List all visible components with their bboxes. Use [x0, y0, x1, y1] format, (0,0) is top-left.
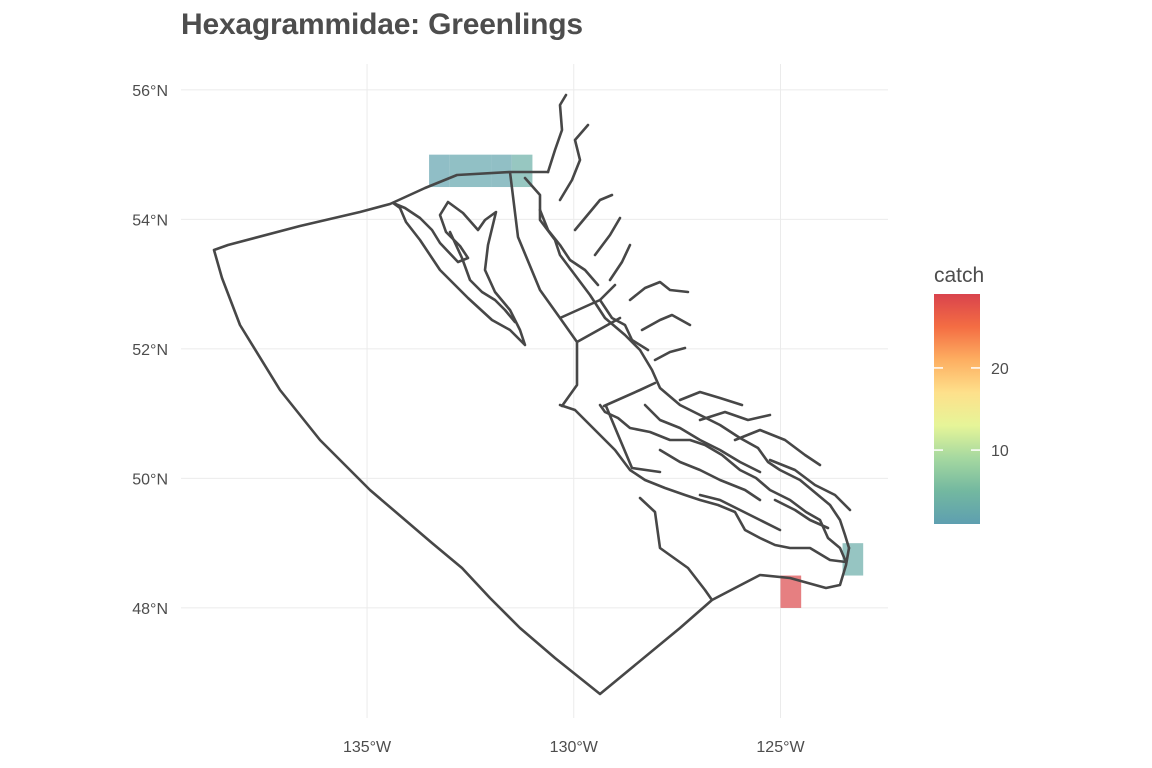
- catch-legend: catch 10 20: [934, 264, 1009, 524]
- y-tick-label: 56°N: [132, 83, 168, 100]
- catch-cell: [491, 154, 512, 188]
- x-tick-label: 125°W: [756, 739, 805, 756]
- legend-tick-label: 20: [991, 361, 1009, 378]
- y-tick-label: 48°N: [132, 601, 168, 618]
- x-axis-tick-labels: 135°W 130°W 125°W: [343, 739, 806, 756]
- y-tick-label: 50°N: [132, 471, 168, 488]
- coastline-outline: [212, 93, 852, 696]
- map-gridlines: [181, 64, 888, 718]
- x-tick-label: 130°W: [550, 739, 599, 756]
- y-tick-label: 52°N: [132, 342, 168, 359]
- catch-cell: [780, 575, 802, 608]
- y-tick-label: 54°N: [132, 212, 168, 229]
- y-axis-tick-labels: 56°N 54°N 52°N 50°N 48°N: [132, 83, 168, 618]
- x-tick-label: 135°W: [343, 739, 392, 756]
- page-title: Hexagrammidae: Greenlings: [181, 8, 583, 41]
- legend-tick-label: 10: [991, 443, 1009, 460]
- legend-colorbar: [934, 294, 980, 524]
- legend-title: catch: [934, 264, 984, 287]
- catch-cell: [449, 154, 492, 188]
